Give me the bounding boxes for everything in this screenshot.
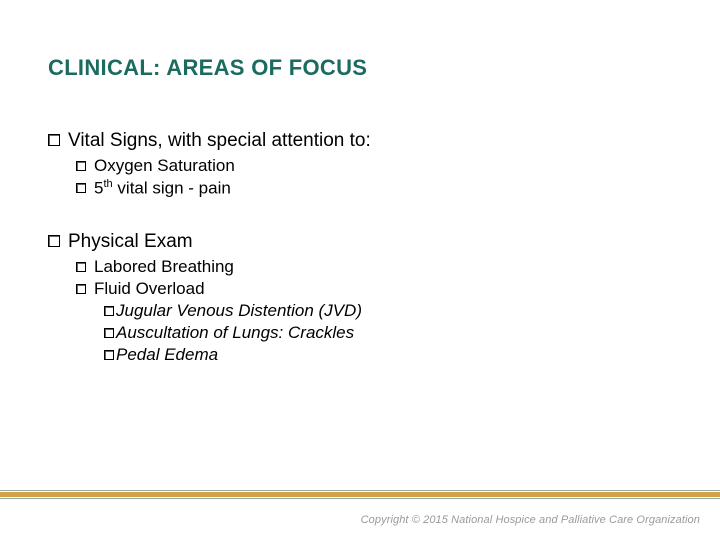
bullet-lvl2: Oxygen Saturation bbox=[76, 156, 668, 176]
square-bullet-icon bbox=[104, 350, 114, 360]
band-edge-bottom bbox=[0, 498, 720, 499]
footer-band bbox=[0, 490, 720, 500]
bullet-lvl1: Physical Exam bbox=[48, 231, 668, 253]
square-bullet-icon bbox=[76, 262, 86, 272]
square-bullet-icon bbox=[48, 134, 60, 146]
bullet-lvl1: Vital Signs, with special attention to: bbox=[48, 130, 668, 152]
copyright-text: Copyright © 2015 National Hospice and Pa… bbox=[361, 514, 700, 526]
band-edge-top bbox=[0, 490, 720, 491]
section1-item-b: 5th vital sign - pain bbox=[94, 178, 231, 199]
section2-subitem-c: Pedal Edema bbox=[116, 345, 218, 365]
slide: CLINICAL: AREAS OF FOCUS Vital Signs, wi… bbox=[0, 0, 720, 540]
bullet-lvl3: Auscultation of Lungs: Crackles bbox=[104, 323, 668, 343]
section2-item-b: Fluid Overload bbox=[94, 279, 205, 299]
section2-subitem-a: Jugular Venous Distention (JVD) bbox=[116, 301, 362, 321]
section1-heading: Vital Signs, with special attention to: bbox=[68, 130, 371, 152]
bullet-lvl3: Pedal Edema bbox=[104, 345, 668, 365]
content-area: Vital Signs, with special attention to: … bbox=[48, 130, 668, 367]
section2-heading: Physical Exam bbox=[68, 231, 193, 253]
spacer bbox=[48, 201, 668, 231]
text-superscript: th bbox=[103, 178, 112, 190]
square-bullet-icon bbox=[104, 328, 114, 338]
bullet-lvl2: 5th vital sign - pain bbox=[76, 178, 668, 199]
square-bullet-icon bbox=[104, 306, 114, 316]
bullet-lvl2: Fluid Overload bbox=[76, 279, 668, 299]
bullet-lvl3: Jugular Venous Distention (JVD) bbox=[104, 301, 668, 321]
square-bullet-icon bbox=[48, 235, 60, 247]
section2-item-a: Labored Breathing bbox=[94, 257, 234, 277]
text-suffix: vital sign - pain bbox=[113, 179, 231, 198]
band-gold bbox=[0, 492, 720, 497]
section1-item-a: Oxygen Saturation bbox=[94, 156, 235, 176]
square-bullet-icon bbox=[76, 161, 86, 171]
square-bullet-icon bbox=[76, 183, 86, 193]
slide-title: CLINICAL: AREAS OF FOCUS bbox=[48, 55, 367, 81]
section2-subitem-b: Auscultation of Lungs: Crackles bbox=[116, 323, 354, 343]
square-bullet-icon bbox=[76, 284, 86, 294]
bullet-lvl2: Labored Breathing bbox=[76, 257, 668, 277]
